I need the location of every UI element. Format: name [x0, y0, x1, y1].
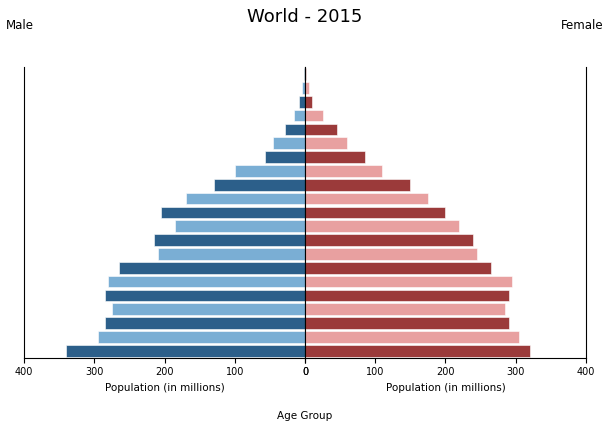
Bar: [305, 207, 445, 218]
Bar: [119, 262, 305, 274]
Bar: [235, 165, 305, 177]
Bar: [112, 303, 305, 315]
Bar: [295, 110, 305, 122]
X-axis label: Population (in millions): Population (in millions): [105, 383, 224, 393]
Bar: [305, 262, 491, 274]
Bar: [305, 303, 505, 315]
Bar: [161, 207, 305, 218]
Bar: [305, 289, 509, 301]
Bar: [305, 234, 473, 246]
Bar: [105, 289, 305, 301]
Bar: [285, 124, 305, 135]
Text: Female: Female: [561, 19, 604, 32]
Bar: [305, 68, 306, 80]
Bar: [185, 193, 305, 204]
Bar: [305, 331, 519, 343]
Text: Age Group: Age Group: [278, 411, 332, 421]
Bar: [214, 179, 305, 191]
Bar: [305, 151, 365, 163]
Bar: [305, 221, 459, 232]
Bar: [305, 317, 509, 329]
Bar: [305, 137, 347, 149]
Bar: [157, 248, 305, 260]
Bar: [105, 317, 305, 329]
Bar: [175, 221, 305, 232]
Bar: [305, 165, 382, 177]
Bar: [300, 96, 305, 108]
Bar: [98, 331, 305, 343]
Bar: [265, 151, 305, 163]
Text: Male: Male: [6, 19, 34, 32]
Bar: [273, 137, 305, 149]
Bar: [305, 96, 312, 108]
Bar: [66, 345, 305, 357]
Bar: [305, 345, 529, 357]
Bar: [305, 124, 337, 135]
Bar: [302, 82, 305, 94]
Bar: [305, 193, 428, 204]
Bar: [305, 276, 512, 287]
Bar: [109, 276, 305, 287]
Bar: [154, 234, 305, 246]
Bar: [305, 110, 323, 122]
Bar: [305, 179, 411, 191]
Bar: [305, 248, 477, 260]
Text: World - 2015: World - 2015: [247, 8, 363, 26]
Bar: [304, 68, 305, 80]
X-axis label: Population (in millions): Population (in millions): [386, 383, 505, 393]
Bar: [305, 82, 309, 94]
